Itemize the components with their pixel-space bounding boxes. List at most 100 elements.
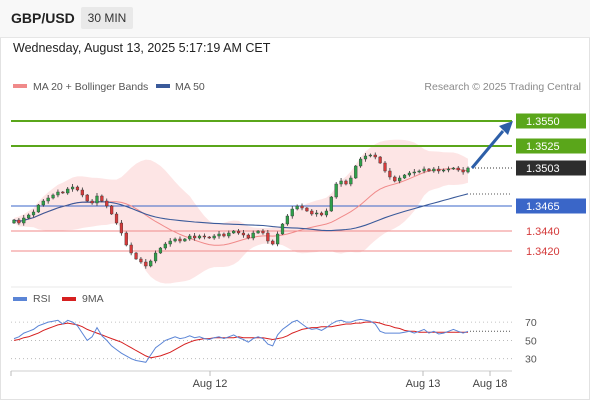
timeframe-badge[interactable]: 30 MIN	[81, 7, 133, 29]
candle-body	[56, 191, 60, 196]
candle	[227, 230, 231, 239]
candle-body	[119, 222, 123, 234]
candle-body	[354, 165, 358, 179]
candle	[417, 169, 421, 174]
candle	[256, 230, 260, 234]
candle-body	[461, 169, 465, 173]
candle	[344, 179, 348, 186]
candle	[217, 231, 221, 239]
candle-body	[363, 155, 368, 160]
projection-arrow-head	[499, 121, 513, 135]
level-box-1-3465	[516, 198, 586, 214]
candle	[393, 175, 397, 183]
candle-body	[12, 219, 16, 224]
legend-swatch-9ma	[62, 297, 76, 301]
candle-body	[271, 240, 275, 245]
candle	[212, 234, 216, 240]
candle-body	[402, 174, 407, 179]
candle-body	[261, 230, 265, 234]
candle-body	[105, 200, 109, 207]
last-price-box	[516, 160, 586, 176]
candle	[22, 215, 26, 226]
candle-body	[300, 205, 304, 209]
candle	[75, 185, 80, 192]
candle-body	[232, 230, 236, 234]
candle-body	[359, 158, 363, 167]
candle	[12, 219, 16, 224]
candle	[402, 174, 407, 179]
candle	[149, 259, 153, 268]
level-box-1-3525	[516, 138, 586, 154]
candle-body	[27, 214, 31, 219]
candle-body	[246, 234, 250, 239]
candle-body	[256, 230, 260, 234]
candle	[168, 238, 172, 247]
candle	[422, 166, 426, 174]
candle-body	[266, 232, 270, 242]
candle-body	[315, 212, 319, 215]
candle	[354, 165, 358, 179]
candle	[144, 259, 148, 269]
candle	[31, 209, 36, 218]
candle-body	[446, 168, 451, 171]
ma50-line	[13, 193, 469, 232]
rsi-9ma-line	[13, 321, 468, 359]
candle	[383, 161, 387, 173]
candle-body	[241, 232, 246, 236]
candle-body	[290, 208, 294, 217]
candle	[51, 193, 55, 200]
candle-body	[368, 154, 372, 157]
candle-body	[344, 180, 348, 185]
candle-body	[90, 200, 94, 204]
key-levels	[11, 120, 512, 252]
level-label-1-3550: 1.3550	[526, 116, 560, 128]
candle-body	[168, 240, 172, 245]
candle-body	[144, 261, 148, 267]
candle-body	[75, 186, 80, 191]
candle	[70, 184, 75, 192]
candle	[324, 208, 329, 218]
candle	[207, 236, 211, 239]
candle-body	[22, 217, 26, 224]
candle-body	[61, 191, 65, 194]
candle	[61, 191, 65, 194]
candle-body	[412, 171, 416, 174]
candle-body	[329, 196, 333, 212]
candle-body	[427, 168, 431, 172]
rsi-tick-30: 30	[525, 354, 537, 366]
candle	[305, 207, 309, 212]
candle-body	[178, 238, 182, 242]
candle-body	[129, 244, 133, 254]
level-label-1-3440: 1.3440	[526, 226, 560, 238]
legend-swatch-rsi	[13, 297, 27, 301]
candle	[17, 218, 21, 225]
candlesticks	[12, 152, 470, 269]
candle	[163, 242, 167, 250]
candle-body	[280, 223, 285, 235]
level-labels: 1.3550 1.3525 1.3503 1.3465 1.3440 1.3420	[516, 113, 586, 258]
candle-body	[114, 213, 119, 224]
candle	[27, 213, 31, 220]
candle	[119, 220, 123, 236]
candle-body	[339, 180, 343, 185]
candle	[290, 206, 294, 219]
candle-body	[349, 177, 353, 185]
candle-body	[388, 170, 392, 178]
candle	[300, 203, 304, 211]
x-axis: Aug 12 Aug 13 Aug 18	[10, 371, 507, 390]
candle	[329, 196, 333, 212]
legend-label-ma50: MA 50	[175, 81, 205, 93]
projection-arrow	[470, 121, 513, 169]
x-label-aug-12: Aug 12	[193, 378, 228, 390]
candle	[85, 194, 89, 202]
candle	[80, 187, 84, 198]
candle-body	[437, 168, 441, 172]
candle-body	[456, 167, 460, 171]
candle	[46, 195, 50, 204]
datetime-label: Wednesday, August 13, 2025 5:17:19 AM CE…	[13, 41, 271, 55]
candle	[95, 193, 99, 206]
candle	[456, 166, 460, 172]
candle	[193, 233, 197, 241]
candle	[66, 187, 70, 195]
candle-body	[124, 232, 128, 246]
